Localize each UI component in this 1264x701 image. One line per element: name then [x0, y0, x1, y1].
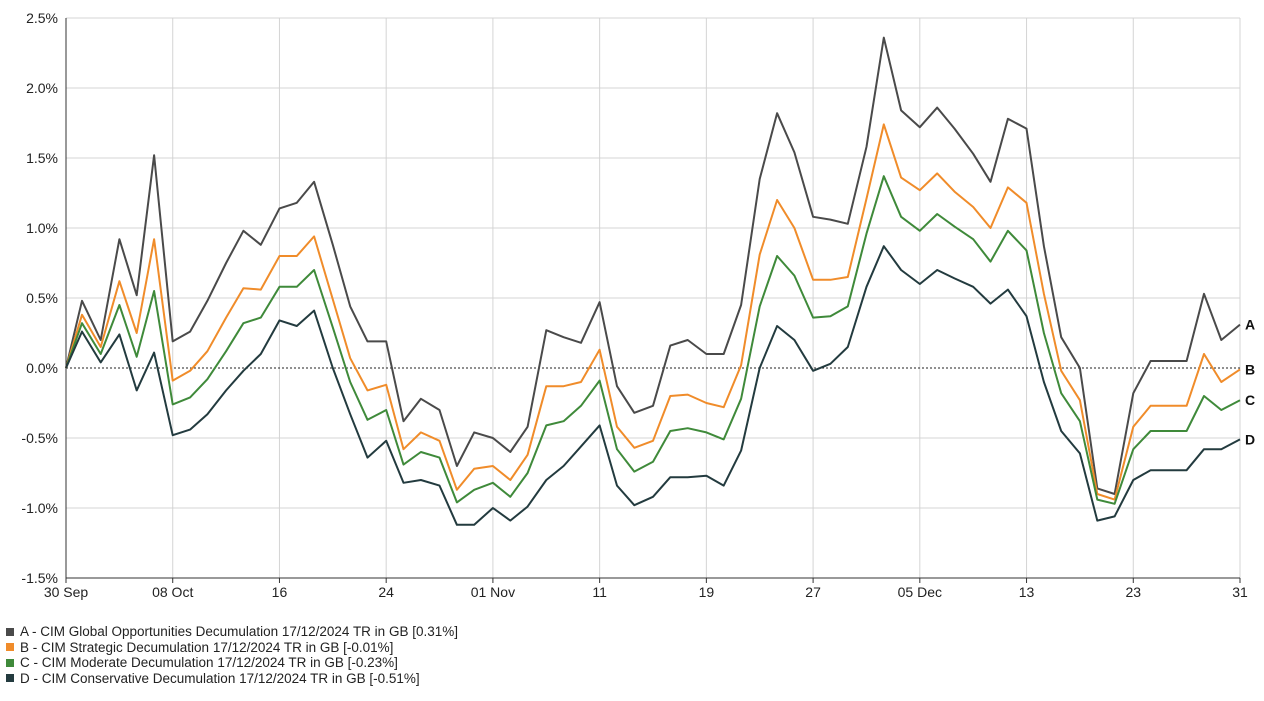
x-tick-label: 13: [1019, 584, 1035, 600]
y-tick-label: -1.5%: [21, 570, 58, 586]
legend-item-d: D - CIM Conservative Decumulation 17/12/…: [6, 671, 458, 687]
legend: A - CIM Global Opportunities Decumulatio…: [6, 624, 458, 686]
end-label-d: D: [1245, 431, 1255, 447]
end-label-b: B: [1245, 361, 1255, 377]
x-tick-label: 31: [1232, 584, 1248, 600]
series-line-a: [65, 36, 1241, 495]
series-line-d: [65, 245, 1241, 526]
line-chart: -1.5%-1.0%-0.5%0.0%0.5%1.0%1.5%2.0%2.5% …: [21, 10, 1255, 600]
x-tick-label: 11: [592, 584, 607, 600]
y-axis-ticks: -1.5% -1.0% -0.5% 0.0% 0.5% 1.0% 1.5% 2.0% 2.5%: [21, 10, 58, 586]
end-label-a: A: [1245, 317, 1255, 333]
x-tick-label: 05 Dec: [898, 584, 942, 600]
x-tick-label: 01 Nov: [471, 584, 515, 600]
legend-label-b: B - CIM Strategic Decumulation 17/12/202…: [20, 639, 394, 655]
x-tick-label: 27: [805, 584, 821, 600]
legend-item-c: C - CIM Moderate Decumulation 17/12/2024…: [6, 655, 458, 671]
x-tick-label: 30 Sep: [44, 584, 89, 600]
x-tick-label: 23: [1125, 584, 1141, 600]
y-tick-label: 0.0%: [26, 360, 58, 376]
y-tick-label: 2.5%: [26, 10, 58, 26]
series-line-c: [65, 175, 1241, 505]
y-tick-label: 0.5%: [26, 290, 58, 306]
x-tick-label: 16: [272, 584, 288, 600]
end-label-c: C: [1245, 392, 1255, 408]
legend-item-a: A - CIM Global Opportunities Decumulatio…: [6, 624, 458, 640]
x-tick-label: 08 Oct: [152, 584, 193, 600]
y-tick-label: 1.5%: [26, 150, 58, 166]
series-line-b: [65, 123, 1241, 501]
legend-swatch-c: [6, 658, 14, 667]
legend-label-c: C - CIM Moderate Decumulation 17/12/2024…: [20, 655, 398, 670]
legend-label-d: D - CIM Conservative Decumulation 17/12/…: [20, 670, 420, 686]
y-tick-label: 2.0%: [26, 80, 58, 96]
legend-swatch-b: [6, 643, 14, 652]
legend-swatch-d: [6, 674, 14, 683]
y-tick-label: -0.5%: [21, 430, 58, 446]
x-tick-label: 24: [378, 584, 394, 600]
y-tick-label: 1.0%: [26, 220, 58, 236]
series-end-labels: A BC D: [1245, 317, 1255, 448]
x-tick-label: 19: [699, 584, 715, 600]
legend-item-b: B - CIM Strategic Decumulation 17/12/202…: [6, 640, 458, 656]
x-axis-ticks: 30 Sep 08 Oct 16 24 01 Nov 11 19 27 05 Dec 13 23 31: [44, 584, 1248, 600]
gridlines: [66, 17, 1241, 579]
legend-swatch-a: [6, 627, 14, 636]
axes: [65, 18, 1241, 583]
legend-label-a: A - CIM Global Opportunities Decumulatio…: [20, 624, 458, 639]
series-lines: [65, 36, 1241, 526]
y-tick-label: -1.0%: [21, 500, 58, 516]
